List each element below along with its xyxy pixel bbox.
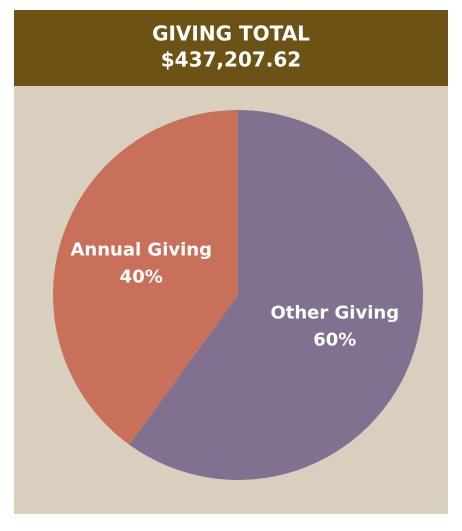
pie-slice — [52, 110, 238, 445]
slice-value-label: 60% — [313, 329, 356, 350]
slice-value-label: 40% — [120, 267, 163, 288]
slice-label: Other Giving — [270, 302, 399, 323]
header-band — [14, 10, 448, 86]
slice-label: Annual Giving — [70, 240, 212, 261]
pie-slice — [129, 110, 423, 481]
chart-subtitle: $437,207.62 — [161, 48, 301, 72]
chart-title: GIVING TOTAL — [152, 22, 310, 46]
